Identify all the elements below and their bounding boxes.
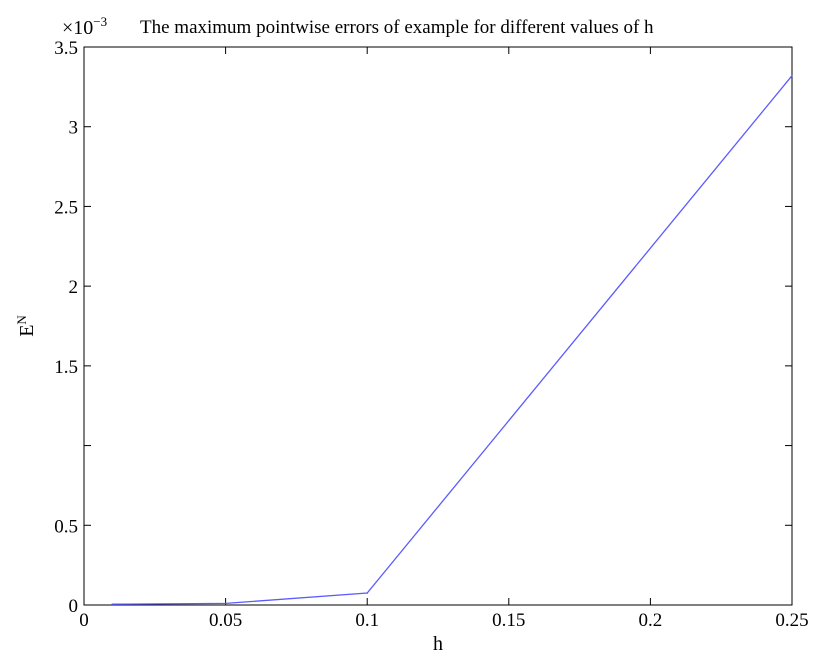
y-tick-label: 1.5 xyxy=(54,357,78,378)
y-axis-label: EN xyxy=(14,315,38,337)
y-tick-label: 3 xyxy=(69,118,79,139)
x-tick-label: 0.25 xyxy=(775,610,808,631)
data-point xyxy=(791,74,793,77)
x-tick-label: 0.1 xyxy=(355,610,379,631)
x-tick-label: 0.05 xyxy=(209,610,242,631)
y-tick-label: 0 xyxy=(69,596,79,617)
x-tick-label: 0 xyxy=(79,610,89,631)
x-tick-label: 0.2 xyxy=(639,610,663,631)
data-point xyxy=(366,592,369,594)
x-axis-label: h xyxy=(433,633,443,655)
y-tick-label: 0.5 xyxy=(54,516,78,537)
chart-title: The maximum pointwise errors of example … xyxy=(140,17,654,38)
x-tick-label: 0.15 xyxy=(492,610,525,631)
y-tick-label: 2.5 xyxy=(54,197,78,218)
plot-area xyxy=(83,46,793,606)
x-tick-labels: 0 0.05 0.1 0.15 0.2 0.25 xyxy=(79,610,808,631)
y-tick-label: 3.5 xyxy=(54,38,78,59)
tick-marks xyxy=(83,46,793,606)
y-tick-label: 2 xyxy=(69,277,79,298)
exponent-power: −3 xyxy=(93,14,107,29)
series-line xyxy=(112,75,793,605)
data-point xyxy=(111,603,114,606)
data-point xyxy=(224,602,227,605)
series-layer xyxy=(111,74,793,606)
exponent-label: ×10−3 xyxy=(62,14,107,39)
y-axis-label-sup: N xyxy=(14,315,29,325)
y-tick-labels: 0 0.5 1.5 2 2.5 3 3.5 xyxy=(54,38,78,617)
